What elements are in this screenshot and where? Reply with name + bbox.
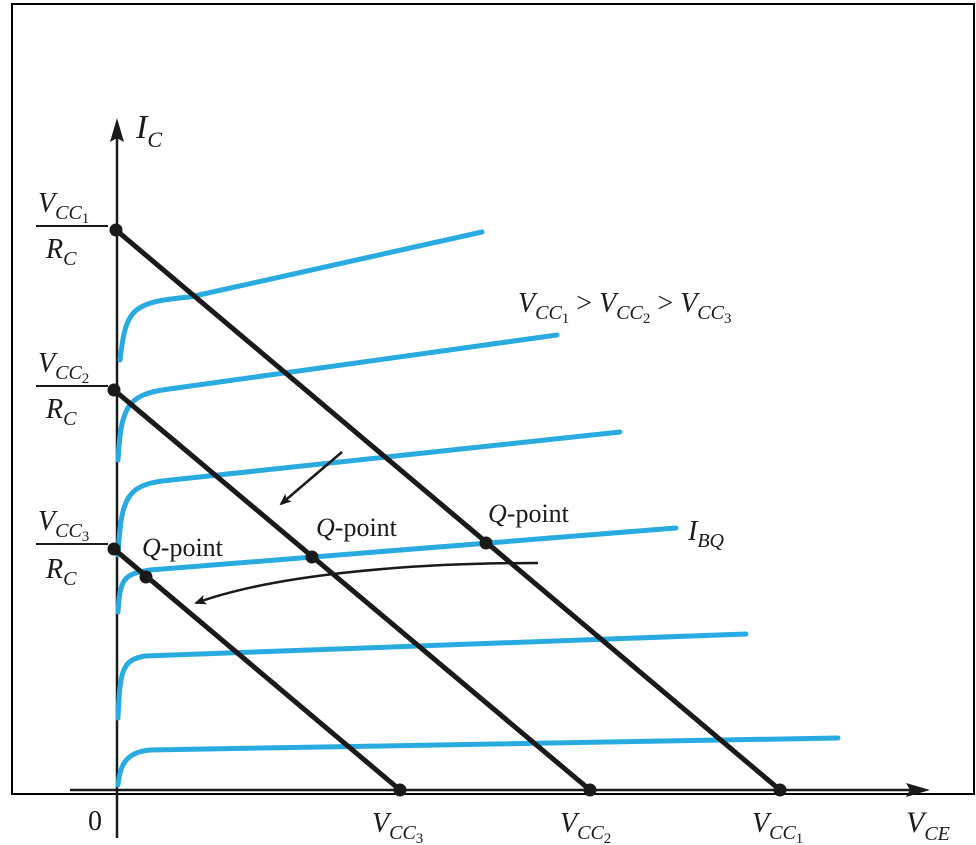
shift-arrow — [279, 451, 343, 506]
x-axis-label: VCE — [906, 806, 950, 845]
x-intercept-label-1: VCC1 — [752, 808, 803, 845]
y-axis-arrow-icon — [110, 118, 124, 142]
x-intercept-label-3: VCC3 — [372, 808, 423, 845]
q-point-label-2: Q-point — [316, 513, 398, 542]
svg-text:VCC1: VCC1 — [38, 188, 89, 227]
q-point-2 — [305, 550, 319, 564]
q-point-label-3: Q-point — [142, 533, 224, 562]
y-intercept-point-3 — [107, 542, 121, 556]
x-intercept-point-2 — [583, 783, 597, 797]
svg-text:RC: RC — [45, 394, 77, 430]
q-point-shift-arrow — [194, 561, 539, 605]
y-intercept-label-3: VCC3 RC — [36, 506, 108, 590]
ib-curve-2 — [115, 631, 749, 721]
load-line-3 — [111, 546, 403, 793]
svg-text:RC: RC — [45, 234, 77, 270]
ib-curve-1 — [115, 735, 841, 788]
load-line-2 — [111, 387, 593, 793]
y-axis-label: IC — [135, 109, 162, 152]
ib-curve-6 — [117, 229, 485, 363]
y-intercept-label-1: VCC1 RC — [36, 188, 108, 270]
svg-text:VCC2: VCC2 — [38, 348, 89, 387]
points — [107, 223, 787, 797]
load-line-1 — [113, 227, 783, 793]
q-point-1 — [479, 536, 493, 550]
q-point-3 — [139, 570, 153, 584]
y-intercept-point-1 — [109, 223, 123, 237]
x-axis-arrow-icon — [906, 783, 930, 797]
y-intercept-label-2: VCC2 RC — [36, 348, 108, 430]
figure-border — [11, 3, 975, 795]
vcc-relation-label: VCC1 > VCC2 > VCC3 — [518, 288, 731, 327]
ib-curve-3 — [115, 525, 679, 615]
q-point-label-1: Q-point — [488, 499, 570, 528]
svg-text:VCC3: VCC3 — [38, 506, 89, 545]
x-intercept-point-1 — [773, 783, 787, 797]
origin-label: 0 — [88, 806, 102, 837]
x-intercept-point-3 — [393, 783, 407, 797]
ib-curve-5 — [115, 332, 560, 463]
x-intercept-label-2: VCC2 — [560, 808, 611, 845]
svg-text:RC: RC — [45, 554, 77, 590]
ibq-label: IBQ — [687, 516, 725, 552]
ib-curve-4 — [115, 429, 623, 558]
y-intercept-point-2 — [107, 383, 121, 397]
load-lines — [111, 227, 783, 793]
